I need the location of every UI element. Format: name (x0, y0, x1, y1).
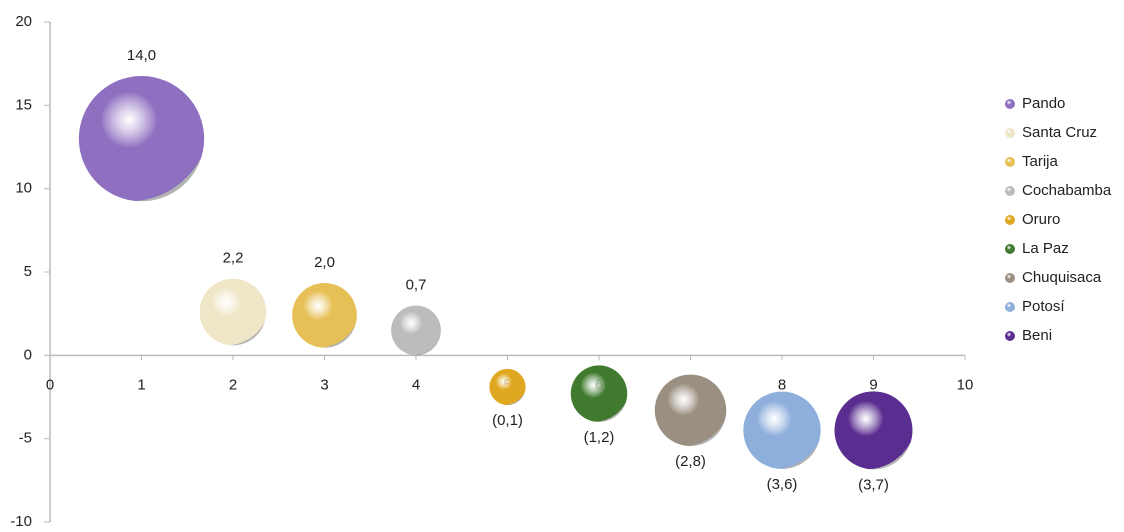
bubble (654, 374, 727, 447)
legend-marker (1005, 302, 1015, 312)
y-tick-label: 5 (24, 263, 32, 280)
data-label: 2,0 (314, 254, 335, 271)
legend-label: Chuquisaca (1022, 269, 1102, 286)
x-tick-label: 4 (412, 376, 420, 393)
legend-marker (1005, 128, 1015, 138)
x-tick-label: 1 (137, 376, 145, 393)
y-tick-label: 20 (15, 13, 32, 30)
x-tick-label: 0 (46, 376, 54, 393)
legend-marker (1005, 215, 1015, 225)
legend-label: Oruro (1022, 211, 1060, 228)
bubble (292, 282, 357, 348)
data-label: 2,2 (223, 250, 244, 267)
legend-label: Pando (1022, 95, 1065, 112)
y-tick-label: 10 (15, 180, 32, 197)
bubble (743, 391, 821, 469)
legend-label: Beni (1022, 327, 1052, 344)
legend-label: Santa Cruz (1022, 124, 1097, 141)
legend-marker (1005, 273, 1015, 283)
data-label: 0,7 (406, 276, 427, 293)
legend-marker (1005, 186, 1015, 196)
y-tick-label: -10 (10, 513, 32, 530)
y-tick-label: 0 (24, 346, 32, 363)
legend-label: La Paz (1022, 240, 1069, 257)
data-label: (3,6) (767, 476, 798, 493)
legend-label: Potosí (1022, 298, 1065, 315)
x-tick-label: 8 (778, 376, 786, 393)
x-tick-label: 10 (957, 376, 974, 393)
bubble (834, 391, 913, 470)
x-tick-label: 9 (869, 376, 877, 393)
legend-marker (1005, 244, 1015, 254)
y-tick-label: 15 (15, 96, 32, 113)
legend-label: Tarija (1022, 153, 1059, 170)
bubble (199, 278, 267, 346)
bubble (78, 76, 205, 202)
bubble (570, 365, 628, 422)
x-tick-label: 2 (229, 376, 237, 393)
bubble (391, 305, 441, 356)
bubble (489, 368, 526, 406)
x-tick-label: 3 (320, 376, 328, 393)
legend-marker (1005, 331, 1015, 341)
y-tick-label: -5 (19, 430, 32, 447)
data-label: (0,1) (492, 412, 523, 429)
legend-marker (1005, 99, 1015, 109)
legend-marker (1005, 157, 1015, 167)
data-label: (3,7) (858, 476, 889, 493)
data-label: 14,0 (127, 47, 156, 64)
data-label: (1,2) (584, 429, 615, 446)
data-label: (2,8) (675, 453, 706, 470)
legend-label: Cochabamba (1022, 182, 1112, 199)
